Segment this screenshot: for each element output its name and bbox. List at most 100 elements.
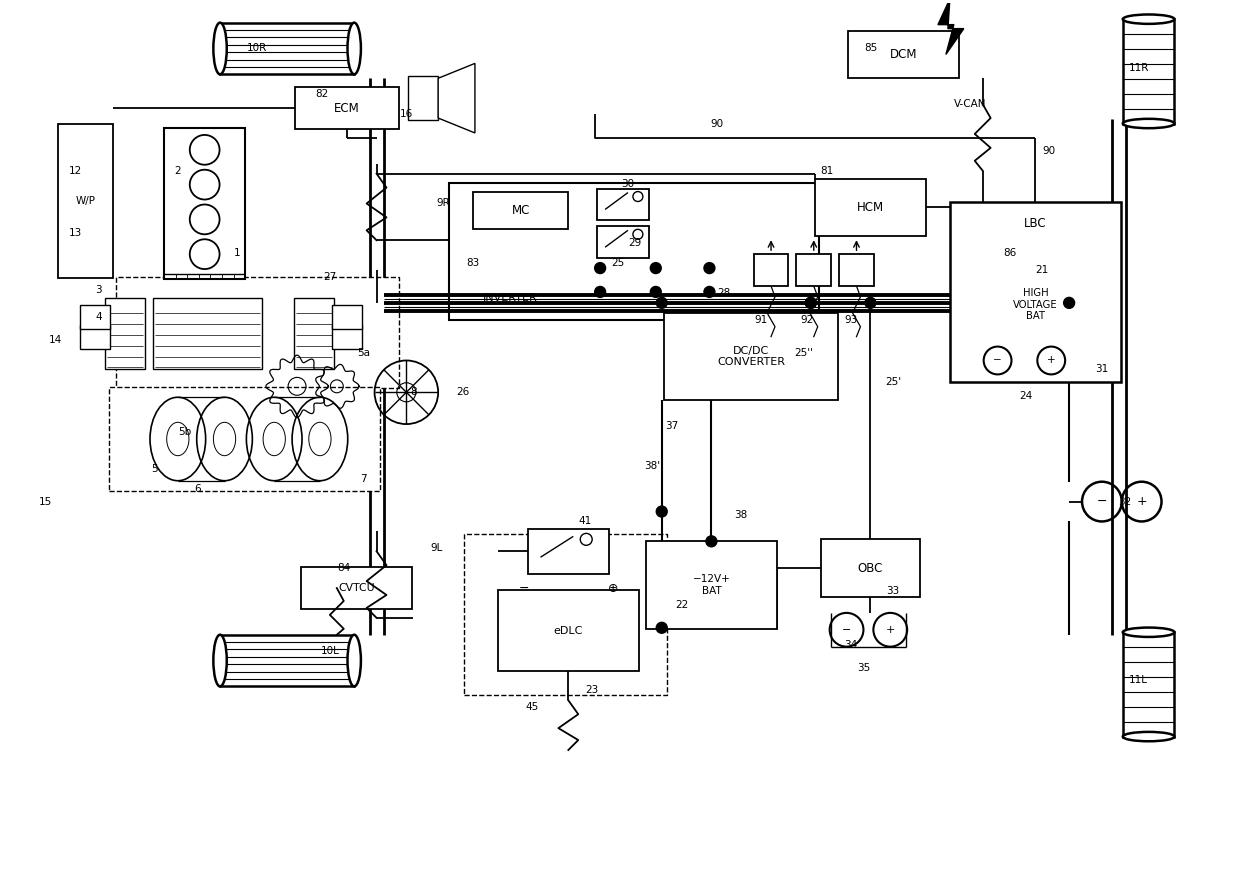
Bar <box>295 87 399 129</box>
Bar <box>408 76 438 120</box>
Text: 6: 6 <box>195 483 201 494</box>
Bar <box>81 325 110 349</box>
Bar <box>497 590 639 671</box>
Text: +: + <box>1136 495 1147 508</box>
Circle shape <box>650 262 661 274</box>
Bar <box>848 31 959 79</box>
Text: 28: 28 <box>718 288 730 298</box>
Text: 85: 85 <box>864 44 877 53</box>
Text: 3: 3 <box>95 285 102 295</box>
Text: V-CAN: V-CAN <box>954 99 986 109</box>
Text: −: − <box>993 356 1002 365</box>
Text: 82: 82 <box>315 89 329 99</box>
Text: 2: 2 <box>175 166 181 176</box>
Circle shape <box>656 506 667 517</box>
Text: 84: 84 <box>337 563 351 573</box>
Text: 16: 16 <box>399 109 413 119</box>
Text: 86: 86 <box>1003 248 1016 258</box>
Ellipse shape <box>213 635 227 686</box>
Ellipse shape <box>1122 15 1174 24</box>
Circle shape <box>805 297 816 309</box>
Text: 5a: 5a <box>357 348 370 357</box>
Bar <box>294 298 334 370</box>
Text: 22: 22 <box>675 600 688 610</box>
Text: INVERTER: INVERTER <box>484 293 538 303</box>
Bar <box>839 254 874 286</box>
Bar <box>598 226 649 258</box>
Text: 41: 41 <box>579 517 591 526</box>
Text: CVTCU: CVTCU <box>339 583 374 593</box>
Bar <box>219 635 355 686</box>
Circle shape <box>656 622 667 634</box>
Text: 4: 4 <box>95 312 102 322</box>
Text: DCM: DCM <box>889 48 916 61</box>
Text: 90: 90 <box>711 119 724 129</box>
Text: HIGH
VOLTAGE
BAT: HIGH VOLTAGE BAT <box>1013 288 1058 322</box>
Text: −12V+
BAT: −12V+ BAT <box>693 574 730 596</box>
Text: 12: 12 <box>69 166 82 176</box>
Text: 31: 31 <box>1095 364 1109 374</box>
Circle shape <box>656 297 667 309</box>
Circle shape <box>866 297 875 309</box>
Text: 26: 26 <box>456 387 470 398</box>
Text: eDLC: eDLC <box>553 626 583 635</box>
Text: 10L: 10L <box>320 646 340 656</box>
Circle shape <box>704 262 715 274</box>
Ellipse shape <box>347 635 361 686</box>
Circle shape <box>650 287 661 297</box>
Text: 37: 37 <box>665 421 678 431</box>
Bar <box>796 254 831 286</box>
Bar <box>1122 632 1174 737</box>
Text: 5b: 5b <box>179 427 191 437</box>
Text: 93: 93 <box>844 315 857 325</box>
Bar <box>527 529 609 573</box>
Bar <box>1122 19 1174 123</box>
Text: 45: 45 <box>526 703 539 712</box>
Text: 5: 5 <box>151 464 159 474</box>
Text: 34: 34 <box>844 640 857 649</box>
Text: 27: 27 <box>324 272 336 282</box>
Ellipse shape <box>213 23 227 74</box>
Bar <box>219 23 355 74</box>
Circle shape <box>805 297 816 309</box>
Bar <box>164 128 246 279</box>
Text: 90: 90 <box>1043 146 1055 156</box>
Polygon shape <box>438 64 475 133</box>
Ellipse shape <box>1122 119 1174 128</box>
Text: 23: 23 <box>585 685 599 696</box>
Bar <box>815 178 926 236</box>
Text: 29: 29 <box>629 239 641 248</box>
Text: 1: 1 <box>234 248 241 258</box>
Text: 10R: 10R <box>247 44 268 53</box>
Bar <box>153 298 263 370</box>
Bar <box>950 202 1121 382</box>
Text: 35: 35 <box>857 662 870 672</box>
Ellipse shape <box>1122 628 1174 637</box>
Bar <box>754 254 789 286</box>
Circle shape <box>1064 297 1075 309</box>
Text: 81: 81 <box>820 166 833 176</box>
Bar <box>81 305 110 329</box>
Polygon shape <box>937 0 963 54</box>
Text: 38': 38' <box>644 461 660 471</box>
Text: OBC: OBC <box>858 562 883 575</box>
Bar <box>332 325 362 349</box>
Text: ECM: ECM <box>334 101 360 114</box>
Text: MC: MC <box>511 204 529 217</box>
Text: 25'': 25'' <box>795 348 813 357</box>
Text: 91: 91 <box>754 315 768 325</box>
Text: ⊕: ⊕ <box>608 581 619 594</box>
Text: 13: 13 <box>69 228 82 239</box>
Text: +: + <box>885 625 895 635</box>
Circle shape <box>595 262 605 274</box>
Bar <box>821 539 920 597</box>
Text: HCM: HCM <box>857 201 884 214</box>
Text: 38: 38 <box>734 510 748 521</box>
Bar <box>474 191 568 229</box>
Text: 8: 8 <box>410 387 417 398</box>
Text: W/P: W/P <box>76 196 95 205</box>
Text: LBC: LBC <box>1024 217 1047 230</box>
Text: 30: 30 <box>621 178 635 189</box>
Bar <box>665 313 838 400</box>
Text: 24: 24 <box>1019 392 1032 401</box>
